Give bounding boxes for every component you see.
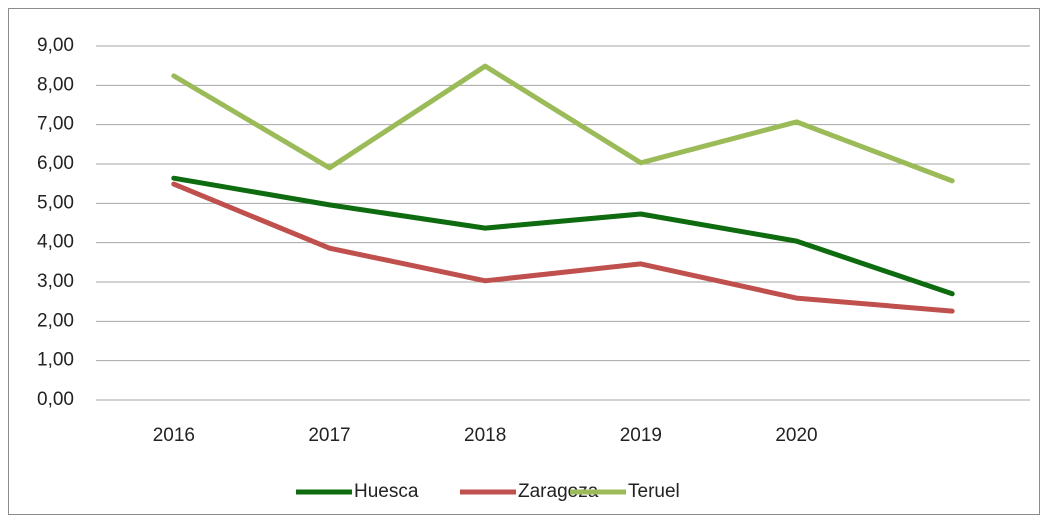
y-tick-label: 8,00 <box>37 74 74 95</box>
y-tick-label: 4,00 <box>37 232 74 253</box>
y-tick-label: 3,00 <box>37 271 74 292</box>
series-line <box>171 181 955 314</box>
y-tick-label: 0,00 <box>37 389 74 410</box>
x-tick-label: 2019 <box>620 425 662 446</box>
y-tick-label: 9,00 <box>37 35 74 56</box>
y-tick-label: 7,00 <box>37 114 74 135</box>
x-tick-label: 2016 <box>153 425 195 446</box>
legend-label: Huesca <box>354 481 419 502</box>
y-tick-label: 1,00 <box>37 350 74 371</box>
x-tick-label: 2020 <box>775 425 817 446</box>
y-tick-label: 2,00 <box>37 310 74 331</box>
y-tick-label: 6,00 <box>37 153 74 174</box>
y-tick-label: 5,00 <box>37 192 74 213</box>
legend-label: Zaragoza <box>518 481 599 502</box>
x-tick-label: 2017 <box>308 425 350 446</box>
legend-label: Teruel <box>628 481 680 502</box>
series-line <box>171 175 955 297</box>
series-line <box>171 63 955 184</box>
x-tick-label: 2018 <box>464 425 506 446</box>
